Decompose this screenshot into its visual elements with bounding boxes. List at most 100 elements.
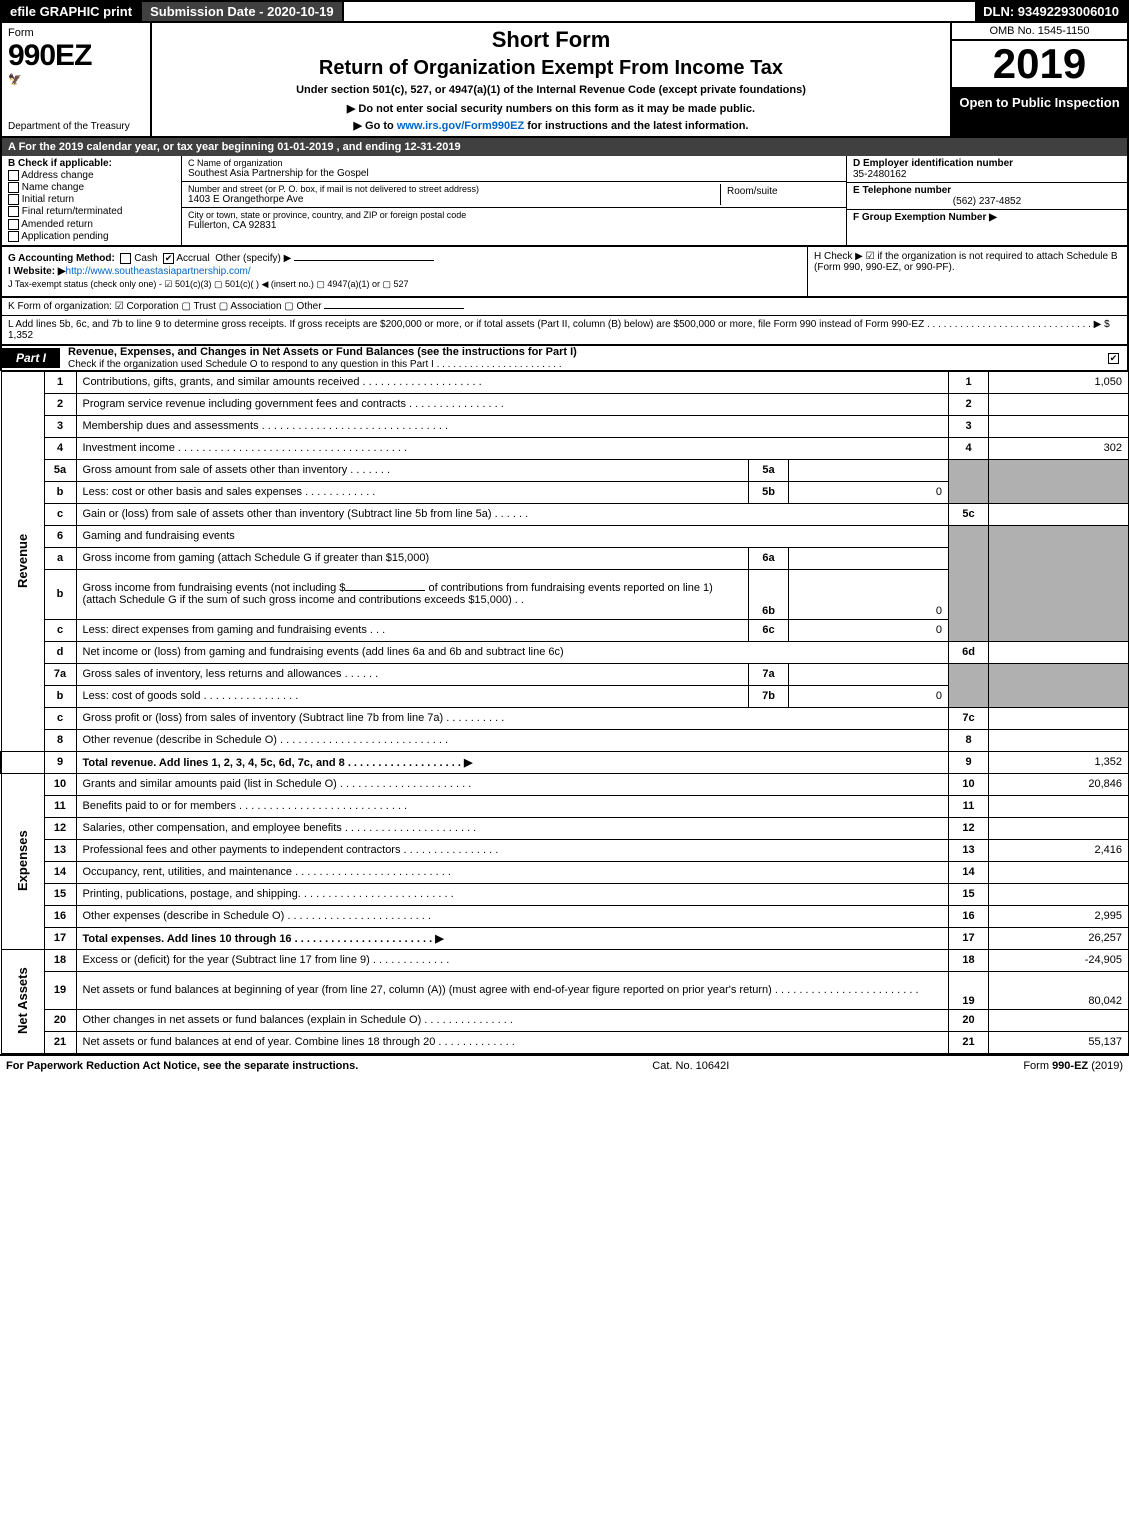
footer-center: Cat. No. 10642I [652,1060,729,1072]
chk-amended-return[interactable]: Amended return [8,219,175,230]
line-13-ref: 13 [949,839,989,861]
ein-label: D Employer identification number [853,158,1013,169]
treasury-icon: 🦅 [8,73,144,86]
line-10-num: 10 [44,773,76,795]
line-11-num: 11 [44,795,76,817]
chk-application-pending[interactable]: Application pending [8,231,175,242]
gh-left: G Accounting Method: Cash ✔ Accrual Othe… [2,247,807,296]
line-11-desc: Benefits paid to or for members . . . . … [76,795,949,817]
line-4-num: 4 [44,437,76,459]
line-16-num: 16 [44,905,76,927]
accounting-method: G Accounting Method: Cash ✔ Accrual Othe… [8,253,801,264]
line-1-ref: 1 [949,371,989,393]
chk-initial-return[interactable]: Initial return [8,194,175,205]
accounting-website-block: G Accounting Method: Cash ✔ Accrual Othe… [0,247,1129,298]
line-7c-desc: Gross profit or (loss) from sales of inv… [76,707,949,729]
line-18-amt: -24,905 [989,949,1129,971]
line-18-num: 18 [44,949,76,971]
shaded-5ab-amt [989,459,1129,503]
chk-address-change[interactable]: Address change [8,170,175,181]
goto-pre: ▶ Go to [354,120,397,132]
line-21-ref: 21 [949,1031,989,1053]
line-7a-subamt [789,663,949,685]
group-exemption-label: F Group Exemption Number ▶ [853,212,997,223]
line-16-amt: 2,995 [989,905,1129,927]
line-15-num: 15 [44,883,76,905]
line-19-ref: 19 [949,971,989,1009]
chk-final-return[interactable]: Final return/terminated [8,206,175,217]
line-7c-amt [989,707,1129,729]
part-1-table: Revenue 1 Contributions, gifts, grants, … [0,371,1129,1054]
line-8-amt [989,729,1129,751]
section-b-label: B Check if applicable: [8,158,112,169]
line-7c-num: c [44,707,76,729]
line-3-ref: 3 [949,415,989,437]
line-5b-sub: 5b [749,481,789,503]
footer-left: For Paperwork Reduction Act Notice, see … [6,1060,358,1072]
line-6a-desc: Gross income from gaming (attach Schedul… [76,547,749,569]
line-7b-desc: Less: cost of goods sold . . . . . . . .… [76,685,749,707]
line-12-ref: 12 [949,817,989,839]
header-right: OMB No. 1545-1150 2019 Open to Public In… [952,23,1127,136]
part-1-header: Part I Revenue, Expenses, and Changes in… [0,346,1129,371]
line-9-desc: Total revenue. Add lines 1, 2, 3, 4, 5c,… [76,751,949,773]
line-6-num: 6 [44,525,76,547]
part-1-tag: Part I [2,348,60,368]
form-number: 990EZ [8,39,144,73]
line-13-amt: 2,416 [989,839,1129,861]
line-15-amt [989,883,1129,905]
line-13-num: 13 [44,839,76,861]
header-left: Form 990EZ 🦅 Department of the Treasury [2,23,152,136]
section-c: C Name of organization Southest Asia Par… [182,156,847,245]
line-19-desc: Net assets or fund balances at beginning… [76,971,949,1009]
line-6d-amt [989,641,1129,663]
department-label: Department of the Treasury [8,121,144,132]
line-6d-num: d [44,641,76,663]
line-7a-num: 7a [44,663,76,685]
line-7b-sub: 7b [749,685,789,707]
line-14-ref: 14 [949,861,989,883]
top-bar: efile GRAPHIC print Submission Date - 20… [0,0,1129,23]
city: Fullerton, CA 92831 [188,220,840,231]
line-2-num: 2 [44,393,76,415]
line-6b-desc: Gross income from fundraising events (no… [76,569,749,619]
line-12-desc: Salaries, other compensation, and employ… [76,817,949,839]
line-11-amt [989,795,1129,817]
line-13-desc: Professional fees and other payments to … [76,839,949,861]
line-5b-num: b [44,481,76,503]
website-link[interactable]: http://www.southeastasiapartnership.com/ [66,266,251,277]
line-6c-subamt: 0 [789,619,949,641]
line-20-ref: 20 [949,1009,989,1031]
line-6c-num: c [44,619,76,641]
revenue-side-label: Revenue [1,371,44,751]
line-1-amt: 1,050 [989,371,1129,393]
goto-link[interactable]: www.irs.gov/Form990EZ [397,120,524,132]
line-5c-num: c [44,503,76,525]
line-5c-amt [989,503,1129,525]
city-label: City or town, state or province, country… [188,210,840,220]
line-4-desc: Investment income . . . . . . . . . . . … [76,437,949,459]
line-9-amt: 1,352 [989,751,1129,773]
street-label: Number and street (or P. O. box, if mail… [188,184,720,194]
info-block: B Check if applicable: Address change Na… [0,156,1129,247]
under-section: Under section 501(c), 527, or 4947(a)(1)… [162,84,940,96]
line-6a-sub: 6a [749,547,789,569]
schedule-o-checkbox[interactable]: ✔ [1108,352,1127,364]
chk-name-change[interactable]: Name change [8,182,175,193]
line-6d-ref: 6d [949,641,989,663]
line-17-desc: Total expenses. Add lines 10 through 16 … [76,927,949,949]
line-4-amt: 302 [989,437,1129,459]
efile-label: efile GRAPHIC print [2,2,142,21]
shaded-7ab-amt [989,663,1129,707]
line-8-desc: Other revenue (describe in Schedule O) .… [76,729,949,751]
line-6b-subamt: 0 [789,569,949,619]
form-label: Form [8,27,144,39]
expenses-side-label: Expenses [1,773,44,949]
short-form-title: Short Form [162,27,940,53]
line-7b-subamt: 0 [789,685,949,707]
line-5c-ref: 5c [949,503,989,525]
line-4-ref: 4 [949,437,989,459]
line-5c-desc: Gain or (loss) from sale of assets other… [76,503,949,525]
shaded-7ab [949,663,989,707]
line-20-desc: Other changes in net assets or fund bala… [76,1009,949,1031]
